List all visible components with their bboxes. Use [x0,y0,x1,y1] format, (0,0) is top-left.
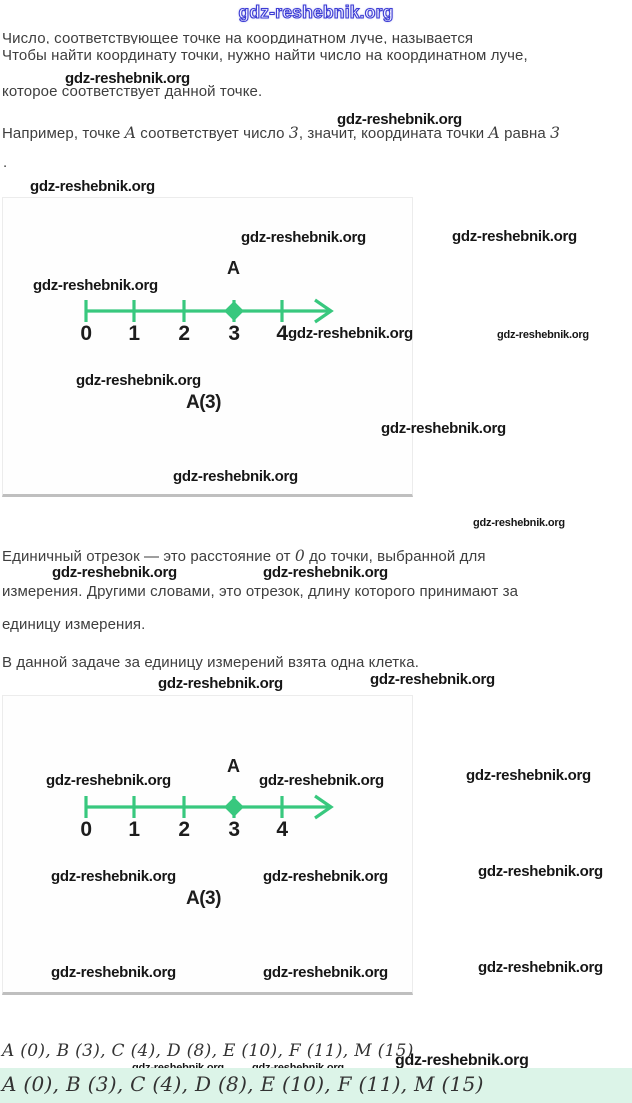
text-line-clipped: Число, соответствующее точке на координа… [2,31,474,44]
site-watermark: gdz-reshebnik.org [238,1,394,22]
point-label: A [227,258,240,278]
watermark: gdz-reshebnik.org [52,564,177,581]
point-coordinate-label: A(3) [186,392,221,413]
text-line: измерения. Другими словами, это отрезок,… [2,583,519,600]
math-num-0: 0 [294,547,305,565]
watermark: gdz-reshebnik.org [478,863,603,880]
watermark: gdz-reshebnik.org [497,329,589,341]
highlight-band [0,1068,632,1103]
tick-label: 1 [128,322,140,345]
text-run: до точки, выбранной для [304,548,486,565]
tick-label: 0 [80,322,92,345]
text-run: равна [499,125,551,142]
watermark: gdz-reshebnik.org [51,868,176,885]
watermark: gdz-reshebnik.org [51,964,176,981]
tick-label: 4 [276,322,288,345]
watermark: gdz-reshebnik.org [395,1052,529,1069]
text-line: единицу измерения. [2,616,146,633]
watermark: gdz-reshebnik.org [288,325,413,342]
point-label: A [227,756,240,776]
text-period: . [3,154,8,171]
watermark: gdz-reshebnik.org [263,964,388,981]
text-line-task-note: В данной задаче за единицу измерений взя… [2,654,419,671]
watermark: gdz-reshebnik.org [263,868,388,885]
watermark: gdz-reshebnik.org [452,228,577,245]
text-line-example: Например, точке A соответствует число 3,… [2,125,560,142]
watermark: gdz-reshebnik.org [173,468,298,485]
math-num-3: 3 [550,124,561,142]
number-line-figure-1: gdz-reshebnik.org A gdz-reshebnik.org 0 … [2,197,506,497]
watermark: gdz-reshebnik.org [259,772,384,789]
math-var-A: A [488,124,500,142]
tick-label: 3 [228,322,240,345]
watermark: gdz-reshebnik.org [33,277,158,294]
text-line-definition: Единичный отрезок — это расстояние от 0 … [2,548,486,565]
watermark: gdz-reshebnik.org [76,372,201,389]
watermark: gdz-reshebnik.org [478,959,603,976]
watermark: gdz-reshebnik.org [158,675,283,692]
text-line: Чтобы найти координату точки, нужно найт… [2,47,528,64]
text-line: которое соответствует данной точке. [2,83,263,100]
watermark: gdz-reshebnik.org [263,564,388,581]
answer-line: A (0), B (3), C (4), D (8), E (10), F (1… [2,1041,414,1061]
watermark: gdz-reshebnik.org [30,178,155,195]
answer-line-highlighted: A (0), B (3), C (4), D (8), E (10), F (1… [2,1072,484,1096]
tick-label: 1 [128,818,140,841]
watermark: gdz-reshebnik.org [381,420,506,437]
point-coordinate-label: A(3) [186,888,221,909]
math-num-3: 3 [288,124,299,142]
watermark: gdz-reshebnik.org [46,772,171,789]
tick-label: 0 [80,818,92,841]
watermark: gdz-reshebnik.org [473,517,565,529]
arrow-head [314,298,334,324]
number-line-figure-2: A gdz-reshebnik.org gdz-reshebnik.org 0 … [2,695,413,995]
watermark: gdz-reshebnik.org [241,229,366,246]
watermark: gdz-reshebnik.org [370,671,495,688]
text-run: , значит, координата точки [298,125,489,142]
tick-label: 2 [178,322,190,345]
tick-label: 4 [276,818,288,841]
arrow-head [314,794,334,820]
watermark: gdz-reshebnik.org [65,70,190,87]
math-var-A: A [124,124,137,142]
point-marker [224,797,244,817]
number-line-axis [84,298,334,324]
tick-label: 3 [228,818,240,841]
watermark: gdz-reshebnik.org [466,767,591,784]
point-marker [224,301,244,321]
number-line-axis [84,794,334,820]
text-run: Единичный отрезок — это расстояние от [2,548,295,565]
text-run: Например, точке [2,125,125,142]
text-run: соответствует число [136,125,289,142]
watermark: gdz-reshebnik.org [337,111,462,128]
tick-label: 2 [178,818,190,841]
